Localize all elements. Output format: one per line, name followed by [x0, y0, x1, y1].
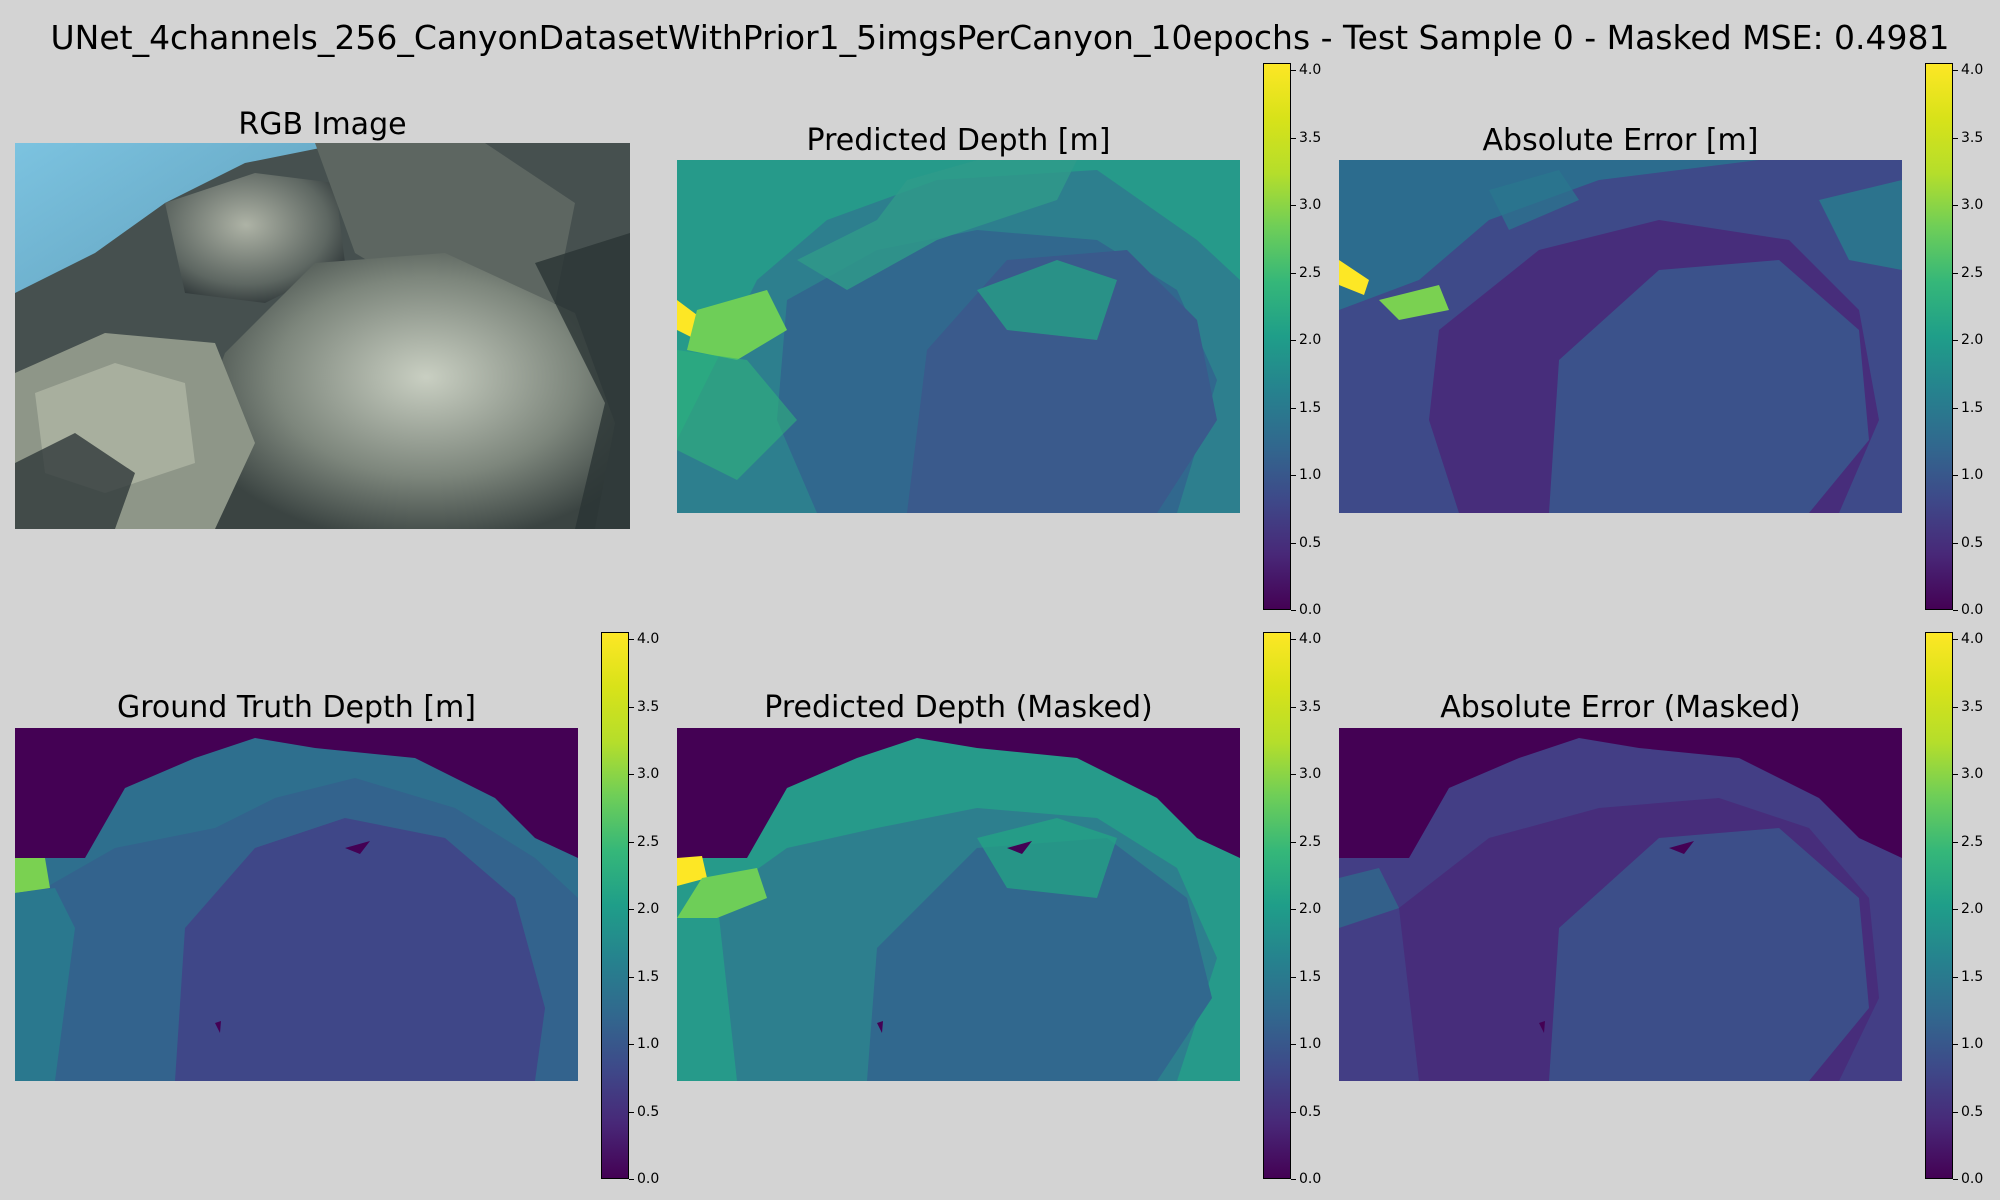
predicted-depth-map [677, 160, 1240, 513]
tick-label: 1.5 [1290, 400, 1322, 416]
tick-label: 2.5 [1290, 834, 1322, 850]
tick-label: 2.5 [1952, 834, 1984, 850]
tick-label: 2.5 [1952, 265, 1984, 281]
tick-label: 0.5 [1952, 535, 1984, 551]
colorbar-ticks-predicted-depth-masked: 0.0 0.5 1.0 1.5 2.0 2.5 3.0 3.5 4.0 [1290, 631, 1339, 1187]
colorbar-ground-truth-depth [601, 632, 629, 1179]
tick-label: 1.5 [1290, 969, 1322, 985]
tick-label: 4.0 [1952, 62, 1984, 78]
absolute-error-map [1339, 160, 1902, 513]
tick-label: 1.0 [1952, 1036, 1984, 1052]
tick-label: 3.0 [1952, 766, 1984, 782]
ground-truth-depth-title: Ground Truth Depth [m] [116, 690, 476, 725]
tick-label: 1.0 [1290, 1036, 1322, 1052]
tick-label: 1.5 [1952, 969, 1984, 985]
figure-title: UNet_4channels_256_CanyonDatasetWithPrio… [50, 18, 1950, 57]
tick-label: 1.0 [1290, 467, 1322, 483]
tick-label: 1.0 [628, 1036, 660, 1052]
tick-label: 3.5 [1952, 699, 1984, 715]
absolute-error-masked-title: Absolute Error (Masked) [1440, 690, 1801, 725]
tick-label: 0.0 [628, 1171, 660, 1187]
predicted-depth-masked-title: Predicted Depth (Masked) [764, 690, 1153, 725]
tick-label: 3.5 [1952, 130, 1984, 146]
rgb-image-title: RGB Image [238, 107, 407, 142]
tick-label: 0.0 [1290, 602, 1322, 618]
colorbar-ticks-ground-truth-depth: 0.0 0.5 1.0 1.5 2.0 2.5 3.0 3.5 4.0 [628, 631, 677, 1187]
tick-label: 2.5 [628, 834, 660, 850]
colorbar-absolute-error-masked [1925, 632, 1953, 1179]
tick-label: 4.0 [1290, 631, 1322, 647]
colorbar-ticks-predicted-depth: 0.0 0.5 1.0 1.5 2.0 2.5 3.0 3.5 4.0 [1290, 62, 1359, 618]
absolute-error-masked-map [1339, 728, 1902, 1081]
tick-label: 3.5 [1290, 130, 1322, 146]
predicted-depth-masked-map [677, 728, 1240, 1081]
tick-label: 2.0 [1290, 332, 1322, 348]
absolute-error-title: Absolute Error [m] [1482, 123, 1759, 158]
tick-label: 0.0 [1290, 1171, 1322, 1187]
tick-label: 2.0 [1952, 901, 1984, 917]
tick-label: 3.0 [1290, 197, 1322, 213]
tick-label: 0.5 [628, 1104, 660, 1120]
tick-label: 4.0 [1952, 631, 1984, 647]
tick-label: 2.0 [1952, 332, 1984, 348]
tick-label: 1.5 [628, 969, 660, 985]
colorbar-absolute-error [1925, 63, 1953, 610]
predicted-depth-title: Predicted Depth [m] [806, 123, 1111, 158]
tick-label: 3.0 [1952, 197, 1984, 213]
tick-label: 4.0 [628, 631, 660, 647]
tick-label: 3.0 [628, 766, 660, 782]
tick-label: 0.5 [1290, 535, 1322, 551]
tick-label: 4.0 [1290, 62, 1322, 78]
ground-truth-depth-map [15, 728, 578, 1081]
colorbar-predicted-depth [1263, 63, 1291, 610]
tick-label: 2.0 [1290, 901, 1322, 917]
colorbar-ticks-absolute-error-masked: 0.0 0.5 1.0 1.5 2.0 2.5 3.0 3.5 4.0 [1952, 631, 1997, 1187]
colorbar-ticks-absolute-error: 0.0 0.5 1.0 1.5 2.0 2.5 3.0 3.5 4.0 [1952, 62, 1997, 618]
colorbar-predicted-depth-masked [1263, 632, 1291, 1179]
rgb-image [15, 143, 630, 529]
tick-label: 0.0 [1952, 1171, 1984, 1187]
tick-label: 2.5 [1290, 265, 1322, 281]
tick-label: 3.5 [1290, 699, 1322, 715]
tick-label: 1.0 [1952, 467, 1984, 483]
tick-label: 3.0 [1290, 766, 1322, 782]
tick-label: 3.5 [628, 699, 660, 715]
tick-label: 0.0 [1952, 602, 1984, 618]
tick-label: 0.5 [1952, 1104, 1984, 1120]
tick-label: 2.0 [628, 901, 660, 917]
tick-label: 1.5 [1952, 400, 1984, 416]
tick-label: 0.5 [1290, 1104, 1322, 1120]
